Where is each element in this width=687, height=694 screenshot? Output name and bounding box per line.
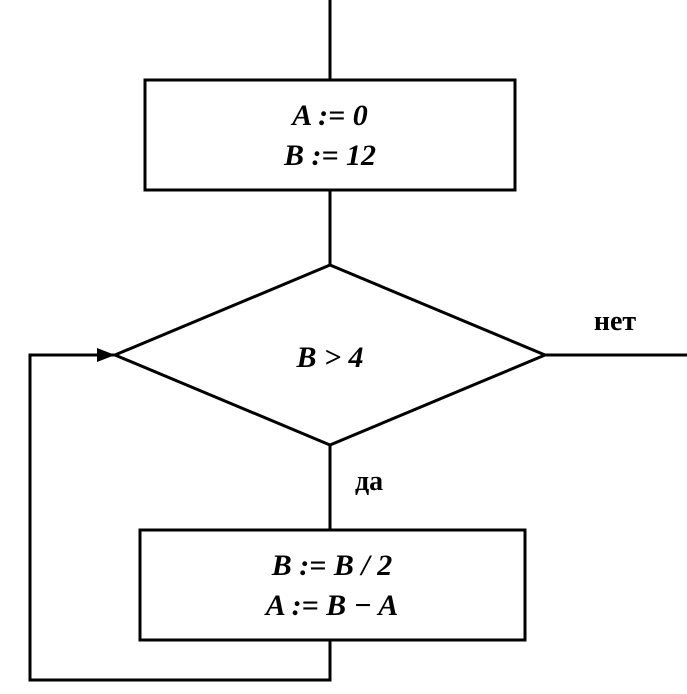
- node-init-line2: B := 12: [283, 139, 376, 172]
- node-init: [145, 80, 515, 190]
- node-body-line1: B := B / 2: [271, 549, 392, 582]
- edge-label-no: нет: [594, 306, 637, 337]
- flowchart-root: нет да A := 0 B := 12 B > 4 B := B / 2 A…: [30, 0, 687, 680]
- node-body: [140, 530, 525, 640]
- node-init-line1: A := 0: [290, 99, 367, 132]
- node-body-line2: A := B − A: [264, 589, 399, 622]
- edge-label-yes: да: [355, 466, 383, 497]
- node-cond-line1: B > 4: [295, 341, 363, 374]
